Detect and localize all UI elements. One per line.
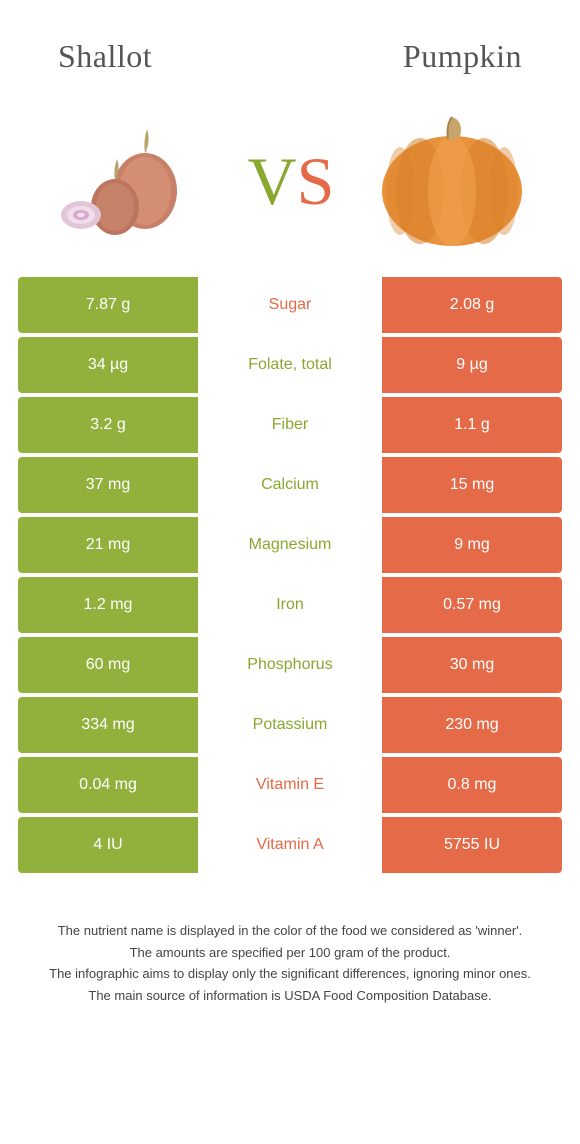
nutrient-row: 4 IUVitamin A5755 IU [18, 817, 562, 873]
nutrient-name-cell: Iron [198, 577, 382, 633]
nutrient-row: 7.87 gSugar2.08 g [18, 277, 562, 333]
left-value-cell: 21 mg [18, 517, 198, 573]
nutrient-name-cell: Calcium [198, 457, 382, 513]
vs-label: VS [248, 142, 333, 221]
nutrient-row: 34 µgFolate, total9 µg [18, 337, 562, 393]
nutrient-name-cell: Folate, total [198, 337, 382, 393]
nutrient-name-cell: Fiber [198, 397, 382, 453]
vs-v: V [248, 142, 295, 221]
vs-s: S [297, 142, 333, 221]
nutrient-name-cell: Phosphorus [198, 637, 382, 693]
left-food-title: Shallot [58, 38, 152, 75]
nutrient-row: 1.2 mgIron0.57 mg [18, 577, 562, 633]
nutrient-name-cell: Vitamin A [198, 817, 382, 873]
footer-line: The infographic aims to display only the… [34, 964, 546, 984]
right-value-cell: 9 µg [382, 337, 562, 393]
footer-line: The nutrient name is displayed in the co… [34, 921, 546, 941]
footer-line: The amounts are specified per 100 gram o… [34, 943, 546, 963]
nutrient-table: 7.87 gSugar2.08 g34 µgFolate, total9 µg3… [18, 277, 562, 873]
right-value-cell: 0.8 mg [382, 757, 562, 813]
nutrient-name-cell: Potassium [198, 697, 382, 753]
left-value-cell: 37 mg [18, 457, 198, 513]
right-value-cell: 30 mg [382, 637, 562, 693]
nutrient-row: 0.04 mgVitamin E0.8 mg [18, 757, 562, 813]
left-value-cell: 7.87 g [18, 277, 198, 333]
right-value-cell: 2.08 g [382, 277, 562, 333]
right-value-cell: 9 mg [382, 517, 562, 573]
right-value-cell: 1.1 g [382, 397, 562, 453]
left-value-cell: 334 mg [18, 697, 198, 753]
nutrient-row: 3.2 gFiber1.1 g [18, 397, 562, 453]
right-value-cell: 15 mg [382, 457, 562, 513]
left-value-cell: 4 IU [18, 817, 198, 873]
nutrient-row: 60 mgPhosphorus30 mg [18, 637, 562, 693]
right-value-cell: 5755 IU [382, 817, 562, 873]
left-value-cell: 34 µg [18, 337, 198, 393]
left-value-cell: 0.04 mg [18, 757, 198, 813]
shallot-image [48, 111, 208, 251]
nutrient-row: 334 mgPotassium230 mg [18, 697, 562, 753]
left-value-cell: 60 mg [18, 637, 198, 693]
nutrient-name-cell: Vitamin E [198, 757, 382, 813]
pumpkin-image [372, 111, 532, 251]
footer-notes: The nutrient name is displayed in the co… [18, 877, 562, 1005]
nutrient-name-cell: Magnesium [198, 517, 382, 573]
footer-line: The main source of information is USDA F… [34, 986, 546, 1006]
right-food-title: Pumpkin [403, 38, 522, 75]
right-value-cell: 230 mg [382, 697, 562, 753]
nutrient-row: 21 mgMagnesium9 mg [18, 517, 562, 573]
left-value-cell: 1.2 mg [18, 577, 198, 633]
right-value-cell: 0.57 mg [382, 577, 562, 633]
nutrient-row: 37 mgCalcium15 mg [18, 457, 562, 513]
nutrient-name-cell: Sugar [198, 277, 382, 333]
left-value-cell: 3.2 g [18, 397, 198, 453]
